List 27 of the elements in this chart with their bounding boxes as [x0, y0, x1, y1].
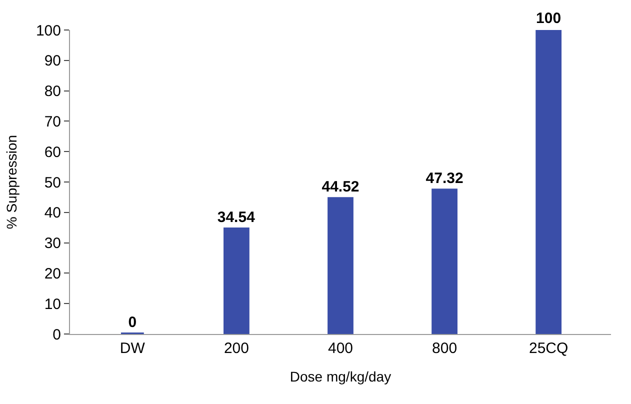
bar	[432, 188, 458, 334]
x-tick-label: DW	[120, 340, 146, 357]
x-tick-label: 25CQ	[528, 340, 568, 357]
y-axis-title: % Suppression	[4, 134, 20, 230]
y-tick-label: 30	[44, 235, 61, 252]
data-label: 0	[128, 314, 137, 331]
y-tick-label: 50	[44, 174, 61, 192]
bar	[224, 228, 250, 334]
y-tick-label: 80	[44, 83, 61, 100]
x-tick-label: 800	[432, 340, 458, 357]
y-tick-label: 90	[44, 52, 61, 70]
x-axis-title: Dose mg/kg/day	[290, 368, 392, 384]
y-tick-label: 60	[44, 144, 61, 161]
y-tick-label: 20	[44, 265, 61, 282]
y-tick-label: 10	[44, 296, 61, 313]
bar	[536, 30, 562, 334]
data-label: 100	[536, 10, 562, 27]
data-label: 47.32	[426, 170, 464, 188]
y-tick-label: 0	[52, 326, 61, 344]
y-tick-label: 100	[36, 22, 61, 40]
y-tick-label: 70	[44, 113, 61, 130]
x-tick-label: 400	[328, 340, 354, 357]
data-label: 44.52	[322, 178, 360, 196]
x-tick-label: 200	[224, 340, 249, 357]
y-tick-label: 40	[44, 204, 61, 222]
bar	[328, 197, 354, 334]
data-label: 34.54	[217, 209, 256, 226]
